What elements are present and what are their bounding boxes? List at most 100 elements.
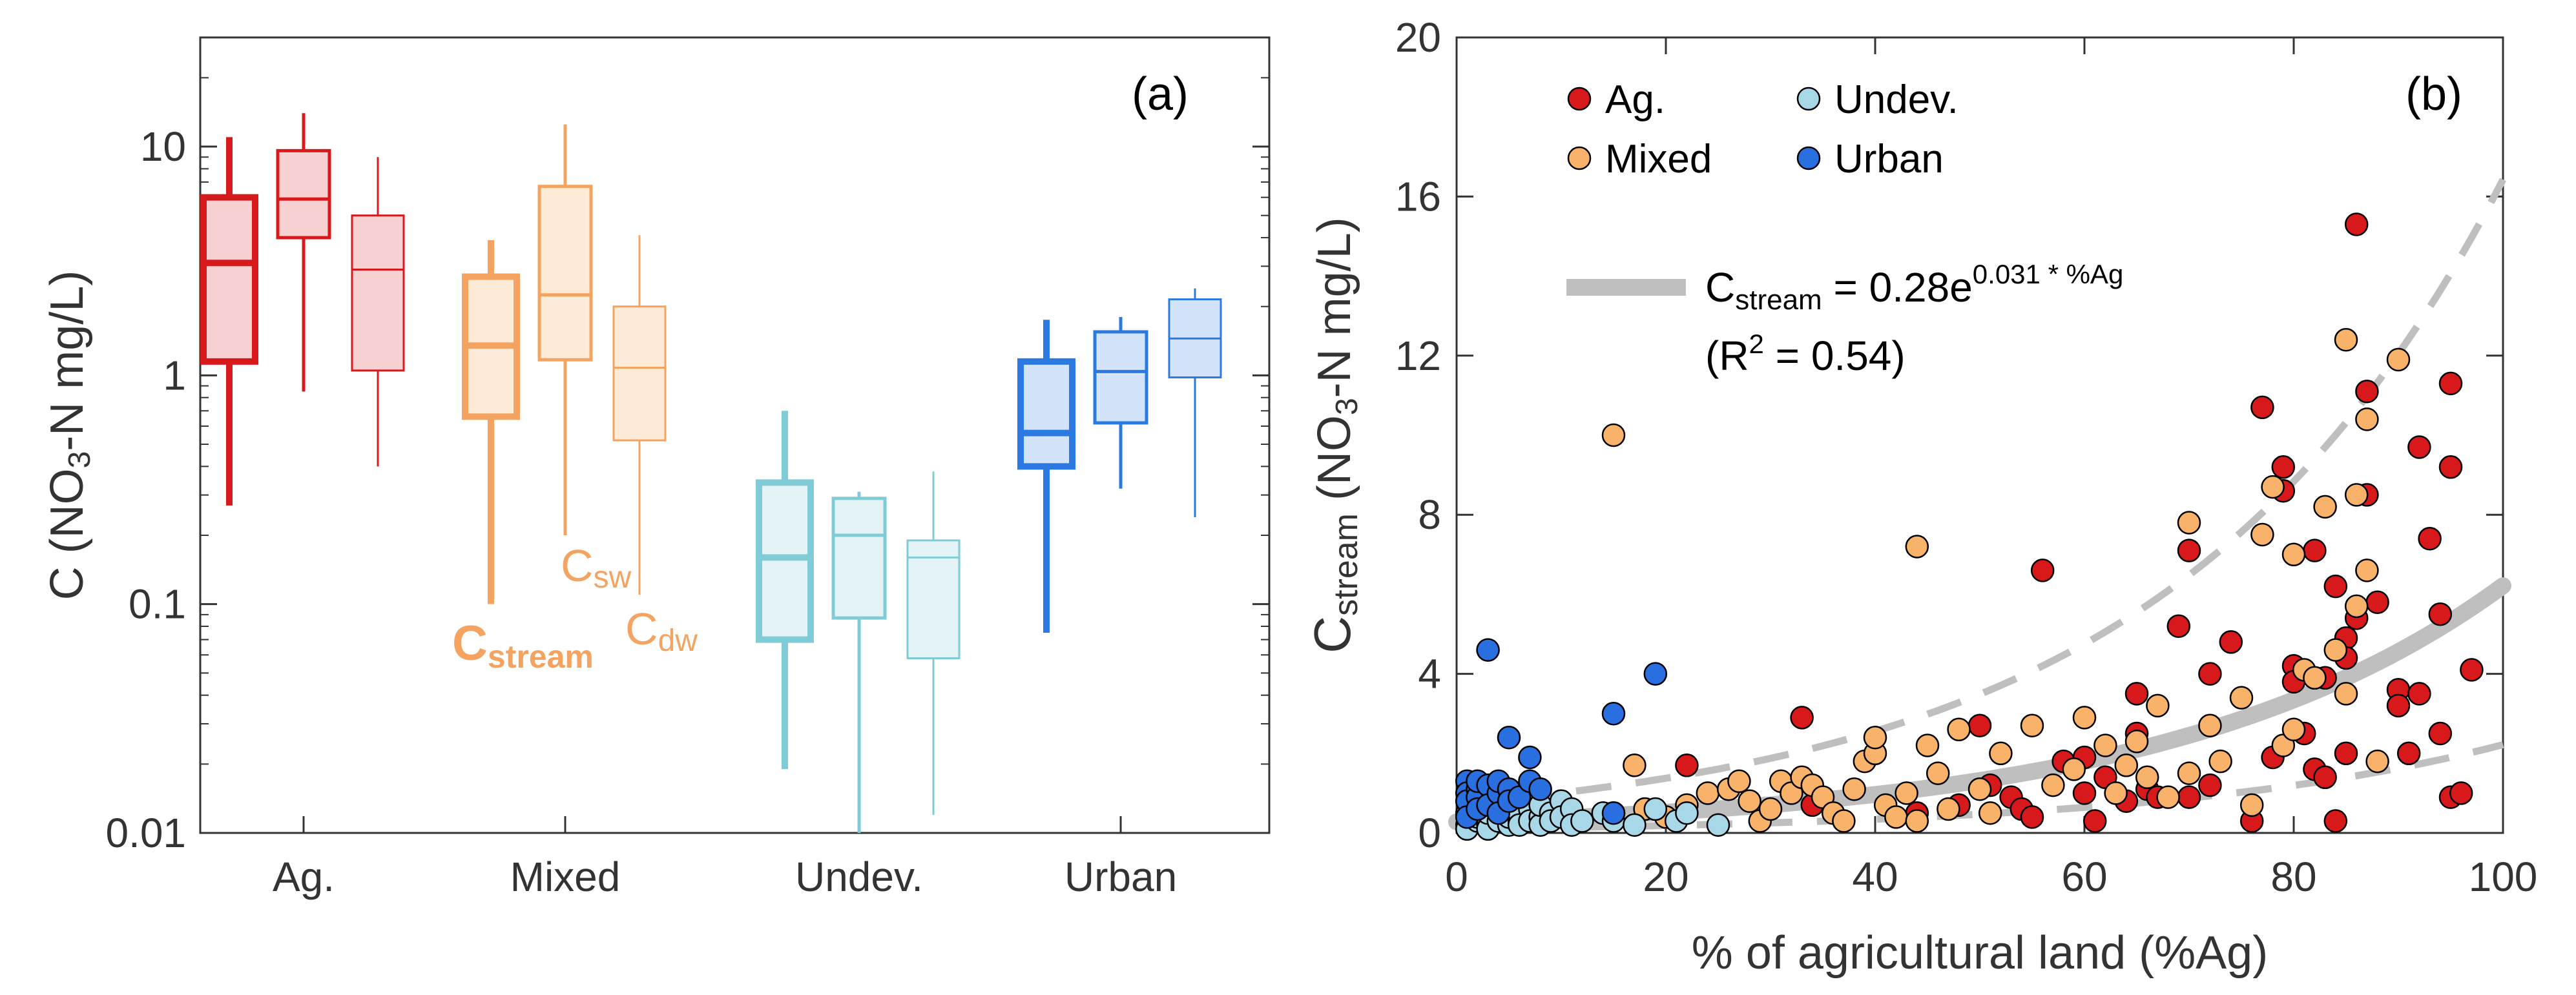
point-urban bbox=[1497, 725, 1521, 750]
box-iqr bbox=[1093, 330, 1148, 425]
box-mixed-cdw bbox=[612, 235, 667, 595]
point-mixed bbox=[2041, 773, 2065, 797]
point-ag bbox=[2334, 741, 2358, 766]
cdw-annotation: Cdw bbox=[625, 604, 698, 658]
box-mixed-cstream bbox=[462, 240, 520, 604]
point-mixed bbox=[2177, 761, 2201, 785]
series-urban bbox=[1455, 638, 1668, 829]
legend: Ag. Undev. Mixed Urban bbox=[1567, 77, 1958, 181]
point-mixed bbox=[1905, 535, 1929, 559]
point-mixed bbox=[2344, 483, 2369, 507]
point-undev bbox=[1706, 813, 1730, 837]
point-ag bbox=[2355, 379, 2379, 404]
box-undev-cdw bbox=[906, 471, 961, 815]
panel-a-boxes bbox=[200, 113, 1222, 833]
box-ag-cstream bbox=[200, 137, 258, 506]
point-ag bbox=[2020, 805, 2044, 829]
x-tick-label: 100 bbox=[2469, 854, 2538, 900]
box-iqr bbox=[756, 479, 814, 643]
point-ag bbox=[1790, 706, 1814, 730]
x-tick-label-urban: Urban bbox=[1065, 854, 1177, 900]
point-ag bbox=[2083, 809, 2107, 833]
point-mixed bbox=[2323, 638, 2348, 662]
x-tick-label: 60 bbox=[2061, 854, 2107, 900]
point-ag bbox=[2344, 212, 2369, 236]
point-ag bbox=[2030, 559, 2055, 582]
point-mixed bbox=[1758, 797, 1783, 821]
legend-label-mixed: Mixed bbox=[1605, 137, 1712, 181]
point-ag bbox=[2303, 539, 2327, 562]
point-mixed bbox=[2072, 706, 2097, 730]
x-tick-label: 0 bbox=[1445, 854, 1468, 900]
point-ag bbox=[2323, 574, 2348, 599]
y-tick-label: 20 bbox=[1395, 14, 1441, 61]
fit-r2-text: (R2 = 0.54) bbox=[1705, 329, 1906, 379]
fit-equation-text: Cstream = 0.28e0.031 * %Ag bbox=[1705, 259, 2123, 316]
legend-marker-ag bbox=[1567, 87, 1592, 111]
y-tick-label: 1 bbox=[163, 352, 186, 398]
x-tick-label-mixed: Mixed bbox=[510, 854, 621, 900]
panel-b-y-axis-label: Cstream (NO3-N mg/L) bbox=[1304, 217, 1365, 653]
point-ag bbox=[2407, 435, 2431, 459]
point-ag bbox=[2250, 395, 2274, 420]
x-tick-label: 40 bbox=[1852, 854, 1898, 900]
point-mixed bbox=[1968, 777, 1992, 801]
box-undev-cstream bbox=[756, 411, 814, 770]
point-mixed bbox=[1832, 809, 1856, 833]
box-ag-cdw bbox=[351, 157, 405, 467]
point-ag bbox=[2428, 602, 2453, 626]
panel-a-x-tick-labels: Ag. Mixed Undev. Urban bbox=[273, 854, 1177, 900]
point-ag bbox=[2198, 662, 2222, 686]
point-mixed bbox=[1926, 761, 1950, 785]
panel-b-frame bbox=[1455, 36, 2504, 834]
point-mixed bbox=[2303, 666, 2327, 690]
panel-b-label: (b) bbox=[2405, 68, 2462, 120]
box-urban-csw bbox=[1093, 316, 1148, 489]
legend-label-undev: Undev. bbox=[1834, 77, 1958, 122]
cstream-annotation: Cstream bbox=[452, 616, 594, 675]
point-mixed bbox=[2334, 682, 2358, 706]
point-ag bbox=[1675, 754, 1699, 777]
point-mixed bbox=[2261, 475, 2285, 499]
point-ag bbox=[2313, 765, 2337, 790]
point-mixed bbox=[2156, 785, 2180, 809]
y-tick-label: 0.1 bbox=[129, 581, 186, 628]
box-mixed-csw bbox=[537, 124, 593, 536]
point-mixed bbox=[2281, 542, 2306, 567]
point-mixed bbox=[2124, 730, 2149, 754]
point-mixed bbox=[1738, 789, 1761, 813]
point-mixed bbox=[2355, 407, 2379, 431]
point-urban bbox=[1518, 745, 1542, 770]
point-undev bbox=[1570, 809, 1594, 833]
point-ag bbox=[1968, 713, 1992, 737]
point-ag bbox=[2072, 781, 2097, 805]
x-tick-label: 20 bbox=[1643, 854, 1688, 900]
panel-a-y-axis-label: C (NO3-N mg/L) bbox=[41, 271, 97, 600]
box-iqr bbox=[200, 194, 258, 365]
point-ag bbox=[2438, 371, 2463, 396]
point-mixed bbox=[2208, 749, 2232, 774]
x-tick-label-ag: Ag. bbox=[273, 854, 335, 900]
point-undev bbox=[1675, 801, 1699, 825]
point-urban bbox=[1601, 701, 1626, 726]
point-urban bbox=[1643, 662, 1668, 686]
box-iqr bbox=[1017, 358, 1075, 470]
y-tick-label: 8 bbox=[1418, 491, 1441, 538]
point-ag bbox=[2271, 455, 2296, 479]
point-mixed bbox=[1884, 805, 1908, 829]
point-mixed bbox=[2239, 793, 2264, 817]
y-tick-label: 0.01 bbox=[105, 810, 186, 856]
point-ag bbox=[2460, 658, 2484, 682]
box-iqr bbox=[612, 305, 667, 442]
point-ag bbox=[2219, 630, 2243, 654]
point-mixed bbox=[2093, 733, 2117, 757]
fit-upper-bound bbox=[1456, 178, 2506, 807]
point-mixed bbox=[2344, 594, 2369, 619]
panel-a-y-tick-labels: 0.01 0.1 1 10 bbox=[105, 123, 186, 856]
point-mixed bbox=[1727, 769, 1751, 794]
point-mixed bbox=[1915, 733, 1940, 757]
point-mixed bbox=[1989, 741, 2013, 766]
box-iqr bbox=[831, 497, 887, 620]
box-urban-cstream bbox=[1017, 320, 1075, 633]
